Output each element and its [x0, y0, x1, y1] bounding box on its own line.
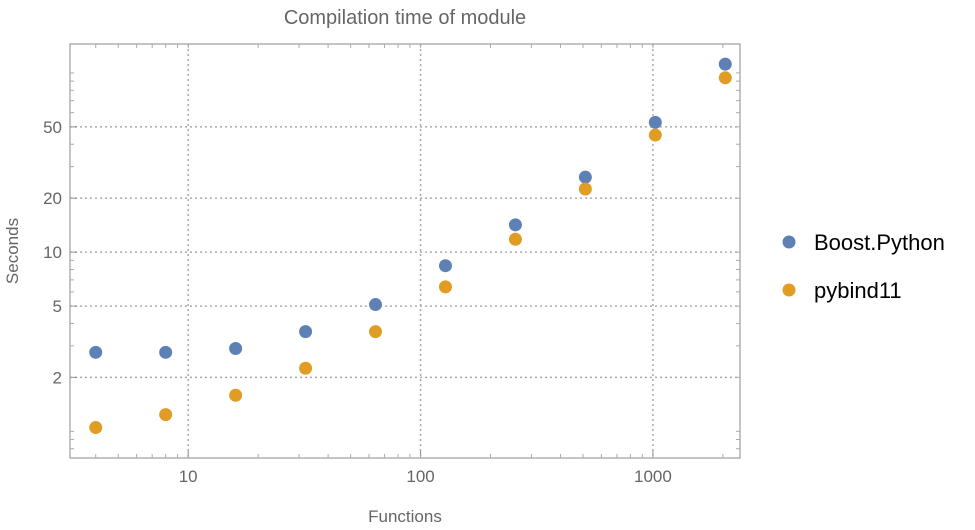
data-point-boost-python: [89, 345, 103, 359]
x-tick-label: 10: [179, 467, 198, 486]
data-point-pybind11: [369, 325, 383, 339]
legend: Boost.Python pybind11: [782, 230, 945, 303]
y-tick-label: 10: [43, 243, 62, 262]
legend-label: pybind11: [814, 278, 902, 303]
legend-marker: [782, 235, 796, 249]
y-axis-label: Seconds: [3, 218, 22, 284]
grid: [70, 44, 740, 458]
data-point-boost-python: [438, 259, 452, 273]
data-point-pybind11: [438, 280, 452, 294]
x-axis-label: Functions: [368, 507, 442, 525]
data-point-boost-python: [578, 170, 592, 184]
y-tick-label: 20: [43, 189, 62, 208]
data-point-boost-python: [299, 325, 313, 339]
ticks: 10 100 1000 2 5 10 20 50: [43, 44, 740, 486]
y-tick-label: 50: [43, 118, 62, 137]
data-point-pybind11: [648, 128, 662, 142]
legend-label: Boost.Python: [814, 230, 945, 255]
plot-frame: [69, 43, 741, 459]
data-point-pybind11: [229, 388, 243, 402]
data-point-boost-python: [648, 115, 662, 129]
data-point-boost-python: [369, 298, 383, 312]
data-point-pybind11: [299, 361, 313, 375]
y-tick-label: 5: [53, 297, 62, 316]
points: [89, 57, 732, 435]
data-point-pybind11: [718, 71, 732, 85]
data-point-pybind11: [508, 232, 522, 246]
data-point-boost-python: [159, 345, 173, 359]
x-tick-label: 100: [406, 467, 434, 486]
x-tick-label: 1000: [634, 467, 672, 486]
data-point-pybind11: [578, 182, 592, 196]
data-point-boost-python: [229, 341, 243, 355]
chart-title: Compilation time of module: [284, 7, 526, 29]
data-point-pybind11: [159, 408, 173, 422]
data-point-pybind11: [89, 421, 103, 435]
data-point-boost-python: [718, 57, 732, 71]
legend-marker: [782, 283, 796, 297]
y-tick-label: 2: [53, 368, 62, 387]
data-point-boost-python: [508, 218, 522, 232]
